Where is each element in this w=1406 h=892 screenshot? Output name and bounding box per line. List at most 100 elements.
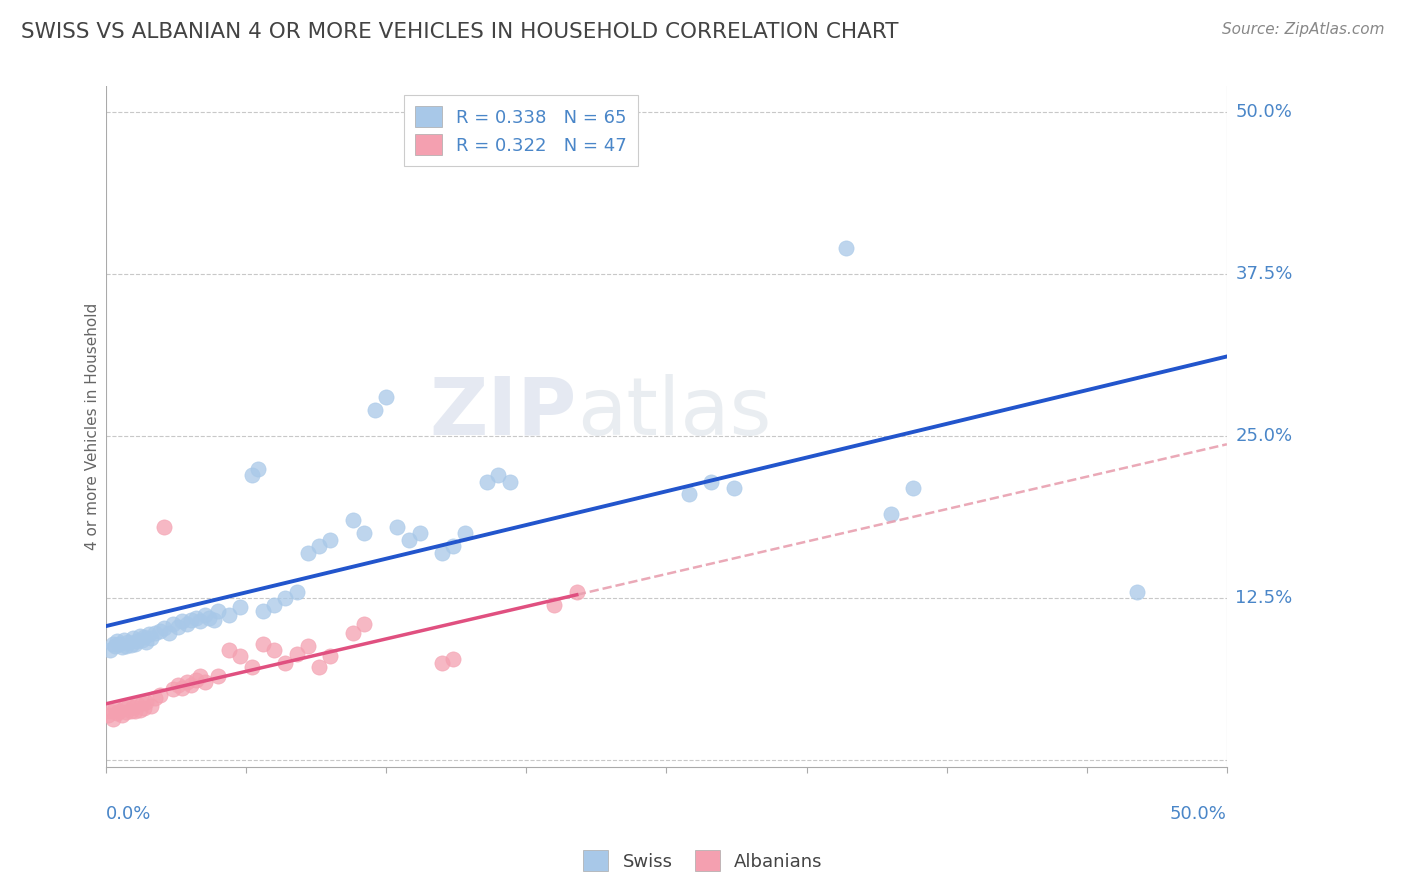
Point — [432, 656, 454, 670]
Point — [184, 673, 207, 687]
Point — [111, 640, 134, 655]
Point — [218, 607, 240, 622]
Point — [120, 638, 142, 652]
Point — [297, 639, 319, 653]
Point — [184, 610, 207, 624]
Point — [263, 598, 285, 612]
Point — [194, 607, 217, 622]
Point — [127, 698, 149, 712]
Point — [297, 546, 319, 560]
Point — [124, 704, 146, 718]
Point — [565, 584, 588, 599]
Point — [176, 675, 198, 690]
Point — [443, 652, 465, 666]
Point — [162, 617, 184, 632]
Point — [398, 533, 420, 547]
Text: atlas: atlas — [576, 374, 770, 452]
Text: ZIP: ZIP — [429, 374, 576, 452]
Point — [104, 701, 127, 715]
Point — [229, 600, 252, 615]
Point — [285, 584, 308, 599]
Point — [139, 698, 162, 713]
Point — [263, 643, 285, 657]
Point — [409, 526, 432, 541]
Point — [117, 698, 139, 713]
Point — [252, 636, 274, 650]
Text: 25.0%: 25.0% — [1236, 427, 1292, 445]
Point — [100, 704, 122, 718]
Point — [101, 712, 124, 726]
Point — [723, 481, 745, 495]
Point — [127, 634, 149, 648]
Point — [132, 630, 155, 644]
Point — [207, 669, 229, 683]
Point — [247, 461, 270, 475]
Point — [101, 636, 124, 650]
Point — [115, 705, 138, 719]
Point — [139, 632, 162, 646]
Point — [132, 701, 155, 715]
Point — [498, 475, 520, 489]
Point — [1126, 584, 1149, 599]
Point — [149, 624, 172, 638]
Point — [375, 390, 398, 404]
Point — [153, 621, 176, 635]
Point — [172, 615, 194, 629]
Point — [319, 649, 342, 664]
Point — [120, 704, 142, 718]
Point — [143, 690, 166, 705]
Point — [353, 526, 375, 541]
Point — [180, 613, 202, 627]
Point — [252, 604, 274, 618]
Point — [97, 707, 120, 722]
Text: SWISS VS ALBANIAN 4 OR MORE VEHICLES IN HOUSEHOLD CORRELATION CHART: SWISS VS ALBANIAN 4 OR MORE VEHICLES IN … — [21, 22, 898, 42]
Point — [157, 626, 180, 640]
Point — [285, 647, 308, 661]
Point — [115, 639, 138, 653]
Point — [240, 468, 263, 483]
Point — [138, 627, 160, 641]
Point — [172, 681, 194, 695]
Point — [475, 475, 498, 489]
Point — [202, 613, 225, 627]
Point — [207, 604, 229, 618]
Point — [122, 700, 145, 714]
Text: 0.0%: 0.0% — [105, 805, 152, 823]
Point — [131, 632, 153, 647]
Text: 50.0%: 50.0% — [1236, 103, 1292, 121]
Point — [342, 513, 364, 527]
Text: Source: ZipAtlas.com: Source: ZipAtlas.com — [1222, 22, 1385, 37]
Point — [879, 507, 901, 521]
Legend: R = 0.338   N = 65, R = 0.322   N = 47: R = 0.338 N = 65, R = 0.322 N = 47 — [404, 95, 638, 166]
Point — [364, 403, 387, 417]
Point — [342, 626, 364, 640]
Point — [486, 468, 509, 483]
Point — [274, 591, 297, 606]
Point — [453, 526, 475, 541]
Point — [274, 656, 297, 670]
Point — [105, 706, 128, 721]
Point — [835, 241, 858, 255]
Point — [100, 643, 122, 657]
Point — [112, 632, 135, 647]
Point — [229, 649, 252, 664]
Point — [240, 660, 263, 674]
Text: 50.0%: 50.0% — [1170, 805, 1227, 823]
Point — [700, 475, 723, 489]
Point — [128, 629, 150, 643]
Point — [122, 632, 145, 646]
Point — [135, 635, 157, 649]
Point — [308, 660, 330, 674]
Point — [162, 681, 184, 696]
Point — [111, 707, 134, 722]
Point — [108, 636, 131, 650]
Text: 37.5%: 37.5% — [1236, 265, 1292, 284]
Point — [194, 675, 217, 690]
Point — [543, 598, 565, 612]
Point — [143, 626, 166, 640]
Point — [166, 678, 188, 692]
Text: 12.5%: 12.5% — [1236, 589, 1292, 607]
Point — [124, 636, 146, 650]
Point — [319, 533, 342, 547]
Point — [131, 696, 153, 710]
